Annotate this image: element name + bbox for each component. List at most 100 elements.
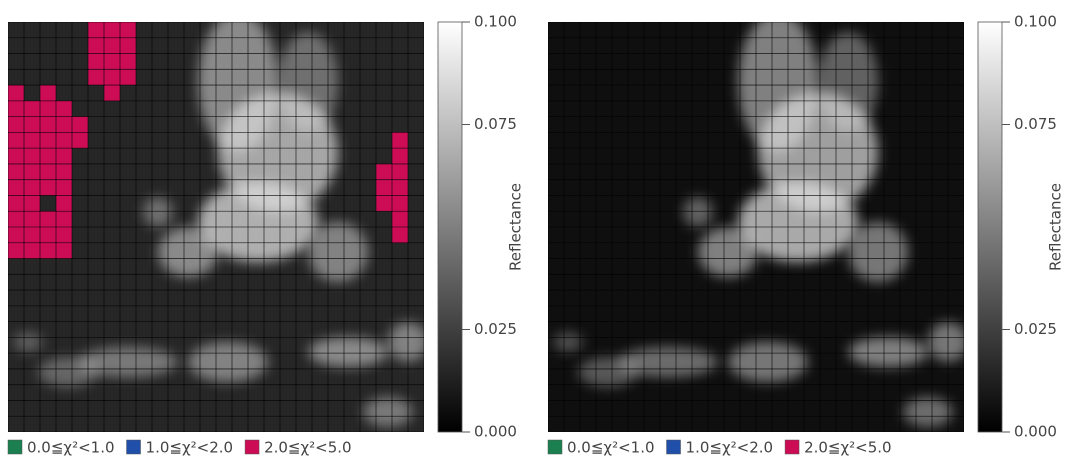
cloud xyxy=(363,397,413,427)
flag-cell xyxy=(392,195,408,212)
flag-cell xyxy=(40,242,56,259)
cloud xyxy=(928,322,964,362)
legend-label: 1.0≦χ²<2.0 xyxy=(686,439,774,457)
legend-label: 0.0≦χ²<1.0 xyxy=(27,439,115,457)
tick-label: 0.000 xyxy=(1014,423,1057,441)
cloud xyxy=(198,182,318,262)
flag-cell xyxy=(392,211,408,227)
flag-cell xyxy=(8,100,24,117)
flag-cell xyxy=(392,132,408,149)
flag-cell xyxy=(24,179,40,196)
flag-cell xyxy=(376,195,392,212)
tick-label: 0.100 xyxy=(474,13,517,31)
cloud xyxy=(738,182,858,262)
cloud xyxy=(388,322,424,362)
tick-label: 0.075 xyxy=(1014,115,1057,133)
legend-swatch xyxy=(666,439,681,455)
legend-label: 2.0≦χ²<5.0 xyxy=(804,439,892,457)
flag-cell xyxy=(40,227,56,243)
cloud xyxy=(683,197,713,227)
flag-cell xyxy=(120,53,136,70)
tick-label: 0.000 xyxy=(474,423,517,441)
flag-cell xyxy=(40,163,56,180)
legend-swatch xyxy=(547,439,563,455)
flag-cell xyxy=(392,179,408,196)
colorbar-label: Reflectance xyxy=(1047,183,1065,271)
flag-cell xyxy=(392,148,408,164)
legend-label: 1.0≦χ²<2.0 xyxy=(146,439,234,457)
flag-cell xyxy=(104,85,120,101)
flag-cell xyxy=(72,116,88,133)
flag-cell xyxy=(40,211,56,227)
flag-cell xyxy=(40,179,56,196)
tick-label: 0.100 xyxy=(1014,13,1057,31)
cloud xyxy=(618,347,718,377)
flag-cell xyxy=(40,132,56,149)
flag-cell xyxy=(56,179,72,196)
cloud xyxy=(818,32,878,132)
cloud xyxy=(78,347,178,377)
flag-cell xyxy=(56,100,72,117)
cloud xyxy=(278,32,338,132)
flag-cell xyxy=(8,211,24,227)
image-panel xyxy=(8,22,424,432)
flag-cell xyxy=(56,132,72,149)
flag-cell xyxy=(8,179,24,196)
flag-cell xyxy=(8,132,24,149)
flag-cell xyxy=(392,163,408,180)
flag-cell xyxy=(56,211,72,227)
cloud xyxy=(13,332,43,352)
legend-label: 0.0≦χ²<1.0 xyxy=(567,439,655,457)
legend-label: 2.0≦χ²<5.0 xyxy=(264,439,352,457)
flag-cell xyxy=(56,195,72,212)
cloud xyxy=(143,197,173,227)
legend-swatch xyxy=(244,439,260,455)
flag-cell xyxy=(24,163,40,180)
flag-cell xyxy=(376,163,392,180)
cloud xyxy=(698,227,758,277)
flag-cell xyxy=(40,116,56,133)
flag-cell xyxy=(104,53,120,70)
legend-swatch xyxy=(784,439,800,455)
colorbar-label: Reflectance xyxy=(507,183,525,271)
flag-cell xyxy=(24,227,40,243)
legend-swatch xyxy=(126,439,141,455)
flag-cell xyxy=(376,179,392,196)
flag-cell xyxy=(56,242,72,259)
flag-cell xyxy=(88,37,104,54)
flag-cell xyxy=(88,22,104,38)
flag-cell xyxy=(56,116,72,133)
colorbar xyxy=(977,21,1003,433)
flag-cell xyxy=(24,148,40,164)
cloud xyxy=(158,227,218,277)
flag-cell xyxy=(24,211,40,227)
flag-cell xyxy=(24,100,40,117)
image-panel xyxy=(548,22,964,432)
flag-cell xyxy=(104,22,120,38)
flag-cell xyxy=(56,163,72,180)
flag-cell xyxy=(8,195,24,212)
flag-cell xyxy=(392,227,408,243)
cloud xyxy=(848,222,908,282)
cloud xyxy=(308,222,368,282)
flag-cell xyxy=(24,116,40,133)
tick-label: 0.025 xyxy=(1014,320,1057,338)
flag-cell xyxy=(40,85,56,101)
flag-cell xyxy=(8,148,24,164)
flag-cell xyxy=(56,227,72,243)
flag-cell xyxy=(24,132,40,149)
flag-cell xyxy=(40,148,56,164)
flag-cell xyxy=(24,242,40,259)
tick-label: 0.025 xyxy=(474,320,517,338)
flag-cell xyxy=(24,195,40,212)
cloud xyxy=(38,357,98,387)
flag-cell xyxy=(104,37,120,54)
colorbar xyxy=(437,21,463,433)
cloud xyxy=(578,357,638,387)
flag-cell xyxy=(120,37,136,54)
flag-cell xyxy=(120,69,136,86)
flag-cell xyxy=(8,85,24,101)
flag-cell xyxy=(72,132,88,149)
